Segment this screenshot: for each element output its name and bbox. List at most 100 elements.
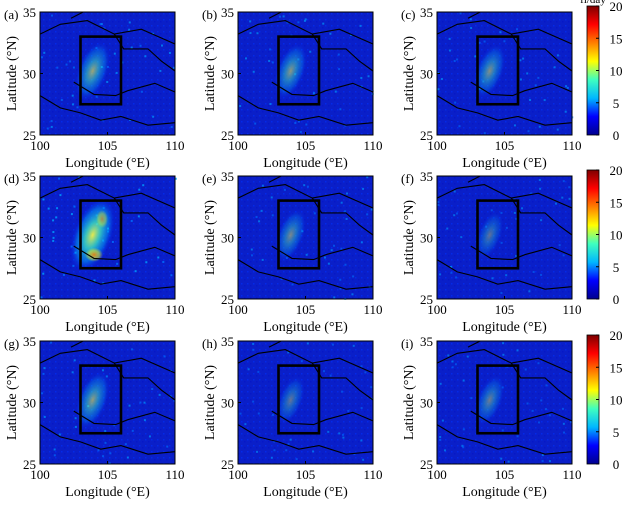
heatmap-cell: [347, 409, 350, 412]
heatmap-cell: [540, 219, 543, 222]
heatmap-cell: [95, 95, 98, 98]
heatmap-cell: [538, 421, 541, 424]
province-boundary: [39, 95, 176, 126]
y-tick-label: 35: [420, 169, 433, 184]
heatmap-cell: [461, 444, 464, 447]
province-boundary: [39, 424, 176, 455]
heatmap-cell: [444, 449, 447, 452]
heatmap-cell: [341, 390, 344, 393]
heatmap-cell: [534, 84, 537, 87]
heatmap-cell: [483, 132, 486, 135]
heatmap-cell: [330, 249, 333, 252]
heatmap-cell: [554, 202, 557, 205]
heatmap-cell: [366, 213, 369, 216]
heatmap-cell: [138, 188, 141, 191]
heatmap-cell: [299, 130, 302, 133]
heatmap-cell: [128, 28, 131, 31]
province-boundary: [268, 11, 282, 19]
heatmap-cell: [295, 458, 298, 461]
heatmap-cell: [303, 19, 306, 22]
heatmap-cell: [174, 177, 177, 180]
panel-label: (h): [202, 336, 217, 351]
heatmap-cell: [516, 349, 519, 352]
x-tick-label: 105: [296, 467, 316, 482]
heatmap-cell: [58, 177, 61, 180]
heatmap-cell: [291, 283, 294, 286]
heatmap-cell: [170, 126, 173, 129]
heatmap-cell: [166, 445, 169, 448]
heatmap-cell: [121, 61, 124, 64]
hotspot-core: [96, 210, 109, 229]
heatmap-cell: [52, 236, 55, 239]
study-region-box: [277, 199, 321, 270]
x-tick-label: 100: [228, 467, 248, 482]
heatmap-cell: [74, 425, 77, 428]
heatmap-cell: [69, 60, 72, 63]
province-boundary: [436, 349, 573, 374]
heatmap-cell: [249, 20, 252, 23]
heatmap-cell: [556, 128, 559, 131]
x-tick-label: 110: [363, 138, 382, 153]
heatmap-cell: [47, 207, 50, 210]
heatmap-cell: [440, 78, 443, 81]
heatmap-cell: [285, 449, 288, 452]
x-tick-label: 100: [427, 138, 447, 153]
heatmap-cell: [539, 187, 542, 190]
y-tick-label: 35: [420, 334, 433, 349]
x-tick-label: 100: [427, 302, 447, 317]
heatmap-cell: [345, 192, 348, 195]
heatmap-cell: [483, 40, 486, 43]
panel-label: (d): [4, 171, 19, 186]
heatmap-cell: [352, 275, 355, 278]
panel-d: 100 105 110 25 30 35 Longitude (°E) Latitude (°…: [4, 169, 185, 335]
heatmap-cell: [439, 382, 442, 385]
x-tick-label: 105: [98, 138, 118, 153]
heatmap-cell: [362, 458, 365, 461]
heatmap-cell: [289, 438, 292, 441]
heatmap-cell: [297, 120, 300, 123]
study-region-box: [476, 364, 520, 435]
heatmap-cell: [148, 435, 151, 438]
hotspot: [75, 370, 111, 430]
heatmap-cell: [543, 99, 546, 102]
heatmap-cell: [568, 186, 571, 189]
heatmap-cell: [152, 32, 155, 35]
heatmap-cell: [561, 407, 564, 410]
heatmap-cell: [247, 368, 250, 371]
panel-a: 100 105 110 25 30 35 Longitude (°E) Latitude (°…: [4, 5, 185, 171]
heatmap-cell: [144, 55, 147, 58]
heatmap-cell: [352, 344, 355, 347]
heatmap-cell: [448, 37, 451, 40]
heatmap-cell: [501, 429, 504, 432]
study-region-box: [277, 364, 321, 435]
colorbar: 0 5 10 15 20: [586, 163, 622, 307]
heatmap-cell: [58, 433, 61, 436]
heatmap-cell: [338, 432, 341, 435]
heatmap-cell: [53, 448, 56, 451]
heatmap-texture: [238, 176, 373, 299]
heatmap-cell: [540, 273, 543, 276]
heatmap-cell: [458, 125, 461, 128]
heatmap-cell: [283, 188, 286, 191]
province-boundary: [39, 349, 176, 374]
heatmap-cell: [113, 424, 116, 427]
y-tick-label: 35: [23, 169, 36, 184]
heatmap-cell: [329, 374, 332, 377]
x-tick-label: 110: [363, 302, 382, 317]
heatmap-cell: [145, 261, 148, 264]
y-tick-label: 30: [420, 396, 433, 411]
heatmap-cell: [294, 121, 297, 124]
heatmap-cell: [367, 75, 370, 78]
heatmap-cell: [104, 430, 107, 433]
heatmap-cell: [360, 439, 363, 442]
colorbar-tick-label: 10: [610, 393, 622, 408]
heatmap-cell: [540, 399, 543, 402]
y-axis-label: Latitude (°N): [5, 200, 20, 276]
y-tick-label: 25: [23, 292, 36, 307]
hotspot: [74, 40, 111, 102]
y-axis-label: Latitude (°N): [203, 200, 218, 276]
province-boundary: [237, 349, 374, 374]
y-axis-label: Latitude (°N): [402, 36, 417, 112]
colorbar-tick-label: 10: [610, 64, 622, 79]
province-boundary: [39, 20, 176, 45]
